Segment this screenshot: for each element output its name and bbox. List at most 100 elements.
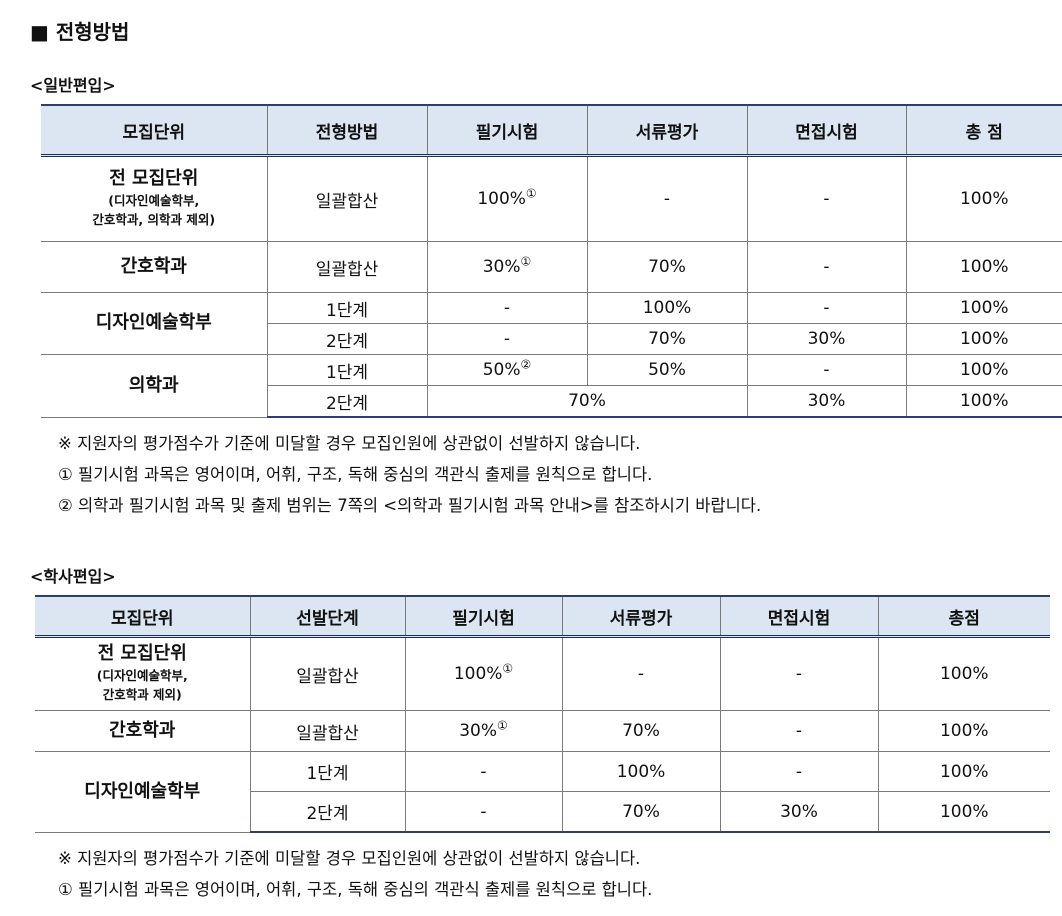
note-line: ※ 지원자의 평가점수가 기준에 미달할 경우 모집인원에 상관없이 선발하지 … [58,434,641,453]
method-cell: 1단계 [266,354,428,386]
method-cell: 1단계 [249,751,406,792]
general-table: 모집단위 전형방법 필기시험 서류평가 면접시험 총 점 전 모집단위 (디자인… [41,104,1062,418]
method-cell: 2단계 [267,323,428,355]
note-line: ① 필기시험 과목은 영어이며, 어휘, 구조, 독해 중심의 객관식 출제를 … [58,465,653,484]
footnote-mark: ① [502,661,514,676]
unit-cell: 간호학과 [41,241,268,293]
total-cell: 100% [877,636,1050,711]
table-row: 의학과 1단계 50%② 50% - 100% [41,354,1062,418]
interview-cell: 30% [746,323,907,355]
written-cell: 30%① [404,710,563,752]
document-cell: 70% [586,323,748,355]
header-total: 총 점 [905,104,1062,157]
unit-note: (디자인예술학부, [96,667,188,683]
unit-cell: 전 모집단위 (디자인예술학부, 간호학과, 의학과 제외) [41,155,268,242]
document-cell: 50% [586,354,748,386]
table-header-row: 모집단위 선발단계 필기시험 서류평가 면접시험 총점 [35,595,1050,638]
written-value: 100% [477,189,526,209]
document-cell: 70% [561,710,721,752]
written-cell: - [426,323,588,355]
note-line: ① 필기시험 과목은 영어이며, 어휘, 구조, 독해 중심의 객관식 출제를 … [58,880,653,899]
total-cell: 100% [905,241,1062,293]
written-cell: 100%① [404,636,563,711]
table-row: 디자인예술학부 1단계 - 100% - 100% [35,751,1050,833]
total-cell: 100% [905,155,1062,242]
unit-note: (디자인예술학부, [108,192,200,208]
header-unit: 모집단위 [35,595,251,638]
table-header-row: 모집단위 전형방법 필기시험 서류평가 면접시험 총 점 [41,104,1062,157]
written-value: 30% [459,721,498,741]
written-value: 100% [453,664,503,684]
total-cell: 100% [877,751,1050,792]
total-cell: 100% [905,292,1062,324]
header-written: 필기시험 [426,104,588,157]
written-cell: - [404,791,563,833]
header-interview: 면접시험 [746,104,907,157]
written-cell: 50%② [426,354,588,386]
total-cell: 100% [905,323,1062,355]
unit-cell: 간호학과 [35,710,251,752]
table-row: 디자인예술학부 1단계 - 100% - 100% [41,292,1062,355]
interview-cell: - [746,354,907,386]
interview-cell: - [746,155,907,242]
table-row: 2단계 - 70% 30% 100% [35,791,1050,833]
unit-name: 전 모집단위 [109,168,199,190]
method-cell: 일괄합산 [266,241,428,293]
header-total: 총점 [877,595,1050,638]
method-cell: 2단계 [267,385,428,418]
header-unit: 모집단위 [41,104,268,157]
unit-name: 전 모집단위 [97,643,187,665]
written-cell: - [426,292,588,324]
header-stage: 선발단계 [249,595,406,638]
interview-cell: - [746,292,907,324]
table-row: 전 모집단위 (디자인예술학부, 간호학과 제외) 일괄합산 100%① - -… [35,636,1050,711]
bachelor-notes: ※ 지원자의 평가점수가 기준에 미달할 경우 모집인원에 상관없이 선발하지 … [58,843,652,905]
written-cell: - [404,751,563,792]
header-method: 전형방법 [266,104,428,157]
bachelor-table: 모집단위 선발단계 필기시험 서류평가 면접시험 총점 전 모집단위 (디자인예… [35,595,1050,833]
interview-cell: - [746,241,907,293]
written-document-cell: 70% [426,385,748,418]
unit-cell: 전 모집단위 (디자인예술학부, 간호학과 제외) [35,636,251,711]
written-value: 30% [482,257,521,277]
document-cell: 70% [586,241,748,293]
table-row: 2단계 70% 30% 100% [41,385,1062,418]
document-cell: 100% [586,292,748,324]
general-notes: ※ 지원자의 평가점수가 기준에 미달할 경우 모집인원에 상관없이 선발하지 … [58,428,761,521]
header-document: 서류평가 [586,104,748,157]
unit-cell: 디자인예술학부 [41,292,268,355]
written-value: 50% [482,360,521,380]
method-cell: 일괄합산 [249,636,406,711]
interview-cell: - [719,710,879,752]
note-line: ※ 지원자의 평가점수가 기준에 미달할 경우 모집인원에 상관없이 선발하지 … [58,849,641,868]
total-cell: 100% [877,710,1050,752]
footnote-mark: ② [520,357,532,372]
method-cell: 일괄합산 [266,155,428,242]
document-cell: - [561,636,721,711]
table-row: 간호학과 일괄합산 30%① 70% - 100% [35,710,1050,752]
method-cell: 1단계 [266,292,428,324]
document-cell: 70% [561,791,721,833]
footnote-mark: ① [520,254,532,269]
interview-cell: 30% [746,385,907,418]
section-title: ■ 전형방법 [30,20,130,44]
header-written: 필기시험 [404,595,563,638]
bachelor-subtitle: <학사편입> [30,567,116,586]
unit-cell: 의학과 [41,354,268,418]
written-cell: 100%① [426,155,588,242]
table-row: 간호학과 일괄합산 30%① 70% - 100% [41,241,1062,293]
general-subtitle: <일반편입> [30,76,116,95]
method-cell: 2단계 [250,791,406,833]
unit-note: 간호학과 제외) [102,687,182,703]
total-cell: 100% [905,354,1062,386]
note-line: ② 의학과 필기시험 과목 및 출제 범위는 7쪽의 <의학과 필기시험 과목 … [58,496,762,515]
unit-note: 간호학과, 의학과 제외) [92,212,216,228]
written-cell: 30%① [426,241,588,293]
interview-cell: 30% [719,791,879,833]
table-row: 전 모집단위 (디자인예술학부, 간호학과, 의학과 제외) 일괄합산 100%… [41,155,1062,242]
total-cell: 100% [877,791,1050,833]
unit-cell: 디자인예술학부 [35,751,251,833]
document-cell: - [586,155,748,242]
interview-cell: - [719,636,879,711]
footnote-mark: ① [525,186,537,201]
